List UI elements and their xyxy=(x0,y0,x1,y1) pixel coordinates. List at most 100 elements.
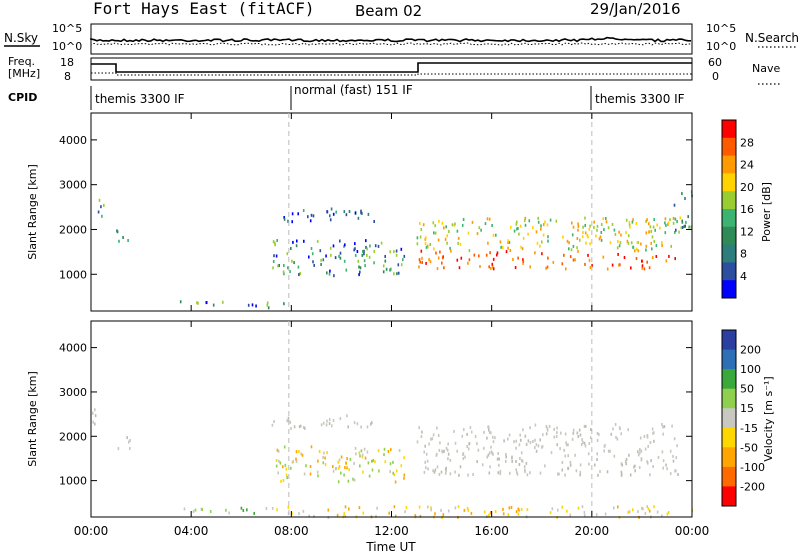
range-gate-cell xyxy=(336,513,339,517)
range-gate-cell xyxy=(485,253,488,257)
range-gate-cell xyxy=(499,469,502,473)
range-gate-cell xyxy=(596,432,599,435)
colorbar-swatch xyxy=(722,486,736,507)
range-gate-cell xyxy=(389,470,391,473)
range-gate-cell xyxy=(296,239,298,243)
range-gate-cell xyxy=(194,508,197,512)
range-gate-cell xyxy=(524,216,527,220)
range-gate-cell xyxy=(491,224,493,227)
range-gate-cell xyxy=(620,432,622,436)
range-gate-cell xyxy=(634,464,636,468)
range-gate-cell xyxy=(390,448,392,452)
range-gate-cell xyxy=(528,219,531,223)
range-gate-cell xyxy=(122,236,124,239)
range-gate-cell xyxy=(329,218,332,222)
range-gate-cell xyxy=(357,259,359,263)
range-gate-cell xyxy=(613,506,615,510)
range-gate-cell xyxy=(403,473,406,477)
range-gate-cell xyxy=(382,264,385,268)
range-gate-cell xyxy=(579,238,581,242)
range-gate-cell xyxy=(279,461,282,465)
range-gate-cell xyxy=(611,223,614,226)
range-gate-cell xyxy=(400,263,403,267)
range-gate-cell xyxy=(561,468,564,472)
range-gate-cell xyxy=(328,272,331,276)
range-gate-cell xyxy=(662,432,664,436)
range-gate-cell xyxy=(498,457,500,461)
range-gate-cell xyxy=(623,256,626,259)
range-gate-cell xyxy=(360,425,362,429)
range-gate-cell xyxy=(653,218,655,222)
range-gate-cell xyxy=(286,419,288,423)
range-gate-cell xyxy=(537,220,540,224)
range-gate-cell xyxy=(489,465,491,469)
range-gate-cell xyxy=(212,303,215,307)
range-gate-cell xyxy=(372,458,375,462)
range-gate-cell xyxy=(424,242,427,246)
range-gate-cell xyxy=(347,425,349,429)
range-gate-cell xyxy=(354,242,356,246)
range-gate-cell xyxy=(613,228,616,232)
range-gate-cell xyxy=(565,267,567,271)
range-gate-cell xyxy=(400,464,403,468)
range-gate-cell xyxy=(367,461,370,465)
colorbar-tick-label: -100 xyxy=(740,461,765,474)
range-gate-cell xyxy=(636,241,639,244)
range-gate-cell xyxy=(600,223,603,226)
range-gate-cell xyxy=(541,240,543,244)
range-gate-cell xyxy=(325,423,328,427)
range-gate-cell xyxy=(433,247,435,251)
range-gate-cell xyxy=(620,233,622,237)
range-gate-cell xyxy=(308,514,310,518)
range-gate-cell xyxy=(369,244,371,248)
range-gate-cell xyxy=(618,263,620,267)
range-gate-cell xyxy=(349,457,352,461)
range-gate-cell xyxy=(517,512,520,516)
range-gate-cell xyxy=(343,473,345,477)
range-gate-cell xyxy=(474,435,477,439)
range-gate-cell xyxy=(427,505,429,509)
range-gate-cell xyxy=(432,433,435,437)
range-gate-cell xyxy=(535,449,538,453)
range-gate-cell xyxy=(343,259,346,263)
range-gate-cell xyxy=(626,239,629,243)
range-gate-cell xyxy=(312,214,315,218)
nave-label: Nave xyxy=(752,62,780,75)
range-gate-cell xyxy=(669,218,671,222)
range-gate-cell xyxy=(567,467,569,470)
range-gate-cell xyxy=(291,220,293,224)
cpid-seg-2: normal (fast) 151 IF xyxy=(294,83,413,97)
range-gate-cell xyxy=(354,211,357,215)
range-gate-cell xyxy=(607,449,610,453)
range-gate-cell xyxy=(576,246,578,250)
ytick-label: 4000 xyxy=(59,134,87,147)
range-gate-cell xyxy=(675,469,677,473)
range-gate-cell xyxy=(471,220,474,224)
range-gate-cell xyxy=(373,261,375,265)
range-gate-cell xyxy=(292,240,294,244)
freq-panel: Freq. [MHz] 18 8 60 0 Nave xyxy=(8,55,782,85)
range-gate-cell xyxy=(332,419,335,422)
range-gate-cell xyxy=(556,443,558,447)
range-gate-cell xyxy=(320,258,322,262)
range-gate-cell xyxy=(469,426,472,430)
range-gate-cell xyxy=(309,219,312,223)
colorbar-swatch xyxy=(722,388,736,409)
range-gate-cell xyxy=(291,212,294,216)
range-gate-cell xyxy=(361,455,364,459)
range-gate-cell xyxy=(447,509,450,513)
range-gate-cell xyxy=(596,224,599,228)
range-gate-cell xyxy=(388,511,390,515)
range-gate-cell xyxy=(267,306,270,310)
colorbar-swatch xyxy=(722,120,736,139)
range-gate-cell xyxy=(332,465,334,469)
range-gate-cell xyxy=(582,225,584,229)
range-gate-cell xyxy=(382,270,385,274)
colorbar-swatch xyxy=(722,173,736,192)
range-gate-cell xyxy=(242,509,245,512)
range-gate-cell xyxy=(569,460,572,464)
cpid-seg-3: themis 3300 IF xyxy=(595,92,685,106)
colorbar-tick-label: 4 xyxy=(740,270,747,283)
range-gate-cell xyxy=(453,429,455,433)
range-gate-cell xyxy=(308,255,310,259)
